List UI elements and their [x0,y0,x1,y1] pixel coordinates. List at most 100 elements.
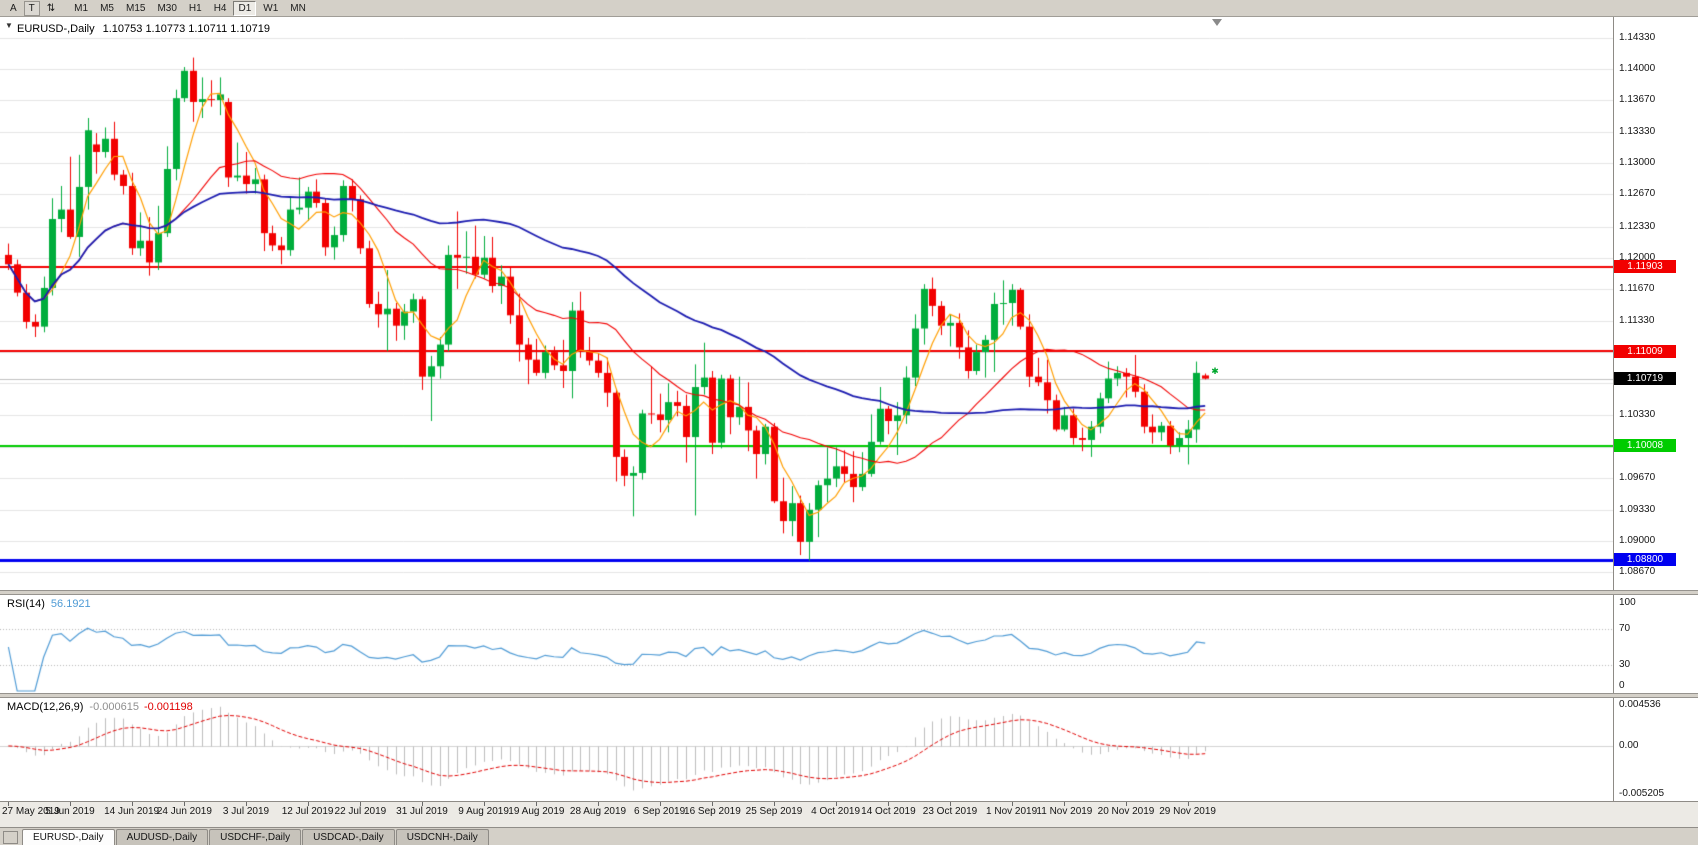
timeframe-button-h1[interactable]: H1 [188,2,202,14]
rsi-tick: 70 [1619,623,1631,635]
date-tick-mark [184,802,185,806]
rsi-tick: 0 [1619,680,1625,691]
date-tick-label: 9 Aug 2019 [458,806,509,817]
chart-symbol-label: EURUSD-,Daily [17,23,95,35]
macd-name: MACD(12,26,9) [7,701,84,713]
date-tick-mark [1064,802,1065,806]
date-tick-label: 4 Oct 2019 [811,806,861,817]
date-tick-mark [774,802,775,806]
toolbar-button-a[interactable]: A [10,2,17,14]
price-tick: 1.11330 [1619,314,1655,326]
price-scale[interactable] [1613,17,1698,801]
date-tick-label: 23 Oct 2019 [922,806,978,817]
rsi-tick: 30 [1619,658,1631,670]
macd-tick: -0.005205 [1619,788,1665,800]
price-tick: 1.08670 [1619,566,1656,578]
price-tick: 1.13000 [1619,157,1656,169]
date-tick-label: 22 Jul 2019 [334,806,387,817]
timeframe-button-w1[interactable]: W1 [263,2,279,14]
price-tick: 1.13330 [1619,126,1656,138]
panel-splitter-rsi[interactable] [0,590,1698,595]
price-tick: 1.09330 [1619,503,1656,515]
timeframe-button-m30[interactable]: M30 [157,2,177,14]
date-tick-mark [660,802,661,806]
date-tick-label: 6 Sep 2019 [634,806,686,817]
level-price-box-2: 1.11009 [1614,344,1676,358]
time-axis[interactable] [0,801,1698,827]
bid-price-box: 1.10719 [1614,372,1676,386]
date-tick-mark [70,802,71,806]
macd-indicator-label: MACD(12,26,9) -0.000615 -0.001198 [7,701,193,713]
date-tick-label: 3 Jul 2019 [222,806,270,817]
toolbar-separator [62,8,69,9]
date-tick-mark [950,802,951,806]
date-tick-label: 27 May 2019 [2,806,60,817]
date-tick-mark [422,802,423,806]
symbol-tab-usdchf[interactable]: USDCHF-,Daily [209,829,302,845]
symbol-tab-usdcad[interactable]: USDCAD-,Daily [302,829,395,845]
macd-tick: 0.00 [1619,739,1639,751]
timeframe-button-mn[interactable]: MN [290,2,306,14]
symbol-tab-eurusd[interactable]: EURUSD-,Daily [22,829,115,845]
rsi-indicator-label: RSI(14) 56.1921 [7,598,91,610]
date-tick-mark [1188,802,1189,806]
symbol-tab-usdcnh[interactable]: USDCNH-,Daily [395,829,489,845]
one-click-trading-icon[interactable]: ▼ [5,21,13,30]
date-tick-mark [132,802,133,806]
price-tick: 1.13670 [1619,94,1656,106]
date-tick-mark [360,802,361,806]
toolbar-button-t[interactable]: T [23,0,40,16]
symbol-tab-audusd[interactable]: AUDUSD-,Daily [115,829,209,845]
timeframe-button-m5[interactable]: M5 [100,2,114,14]
arrows-tool-icon[interactable]: ⇅ [46,2,56,14]
price-tick: 1.14000 [1619,62,1656,74]
date-tick-mark [888,802,889,806]
price-tick: 1.14330 [1619,31,1656,43]
price-tick: 1.10330 [1619,409,1656,421]
date-tick-mark [8,802,9,806]
timeframe-button-m15[interactable]: M15 [125,2,146,14]
level-price-box-1: 1.11903 [1614,260,1676,274]
date-tick-label: 28 Aug 2019 [569,806,627,817]
date-tick-mark [1012,802,1013,806]
timeframe-button-m1[interactable]: M1 [74,2,89,14]
timeframe-button-d1[interactable]: D1 [233,0,257,16]
date-tick-label: 25 Sep 2019 [745,806,803,817]
level-price-box-4: 1.08800 [1614,553,1676,567]
price-tick: 1.12000 [1619,251,1656,263]
rsi-tick: 100 [1619,597,1636,608]
price-tick: 1.12670 [1619,188,1656,200]
date-tick-label: 20 Nov 2019 [1097,806,1155,817]
order-marker-icon: ✱ [1211,365,1219,376]
macd-signal-value: -0.001198 [143,701,193,713]
date-tick-label: 19 Aug 2019 [508,806,565,817]
panel-splitter-macd[interactable] [0,693,1698,698]
date-tick-label: 29 Nov 2019 [1159,806,1216,817]
rsi-value: 56.1921 [50,598,91,610]
level-price-box-3: 1.10008 [1614,439,1676,453]
chart-shift-marker[interactable] [1212,19,1222,26]
price-tick: 1.12330 [1619,220,1656,232]
date-tick-label: 5 Jun 2019 [45,806,95,817]
macd-tick: 0.004536 [1619,699,1661,710]
chart-title: EURUSD-,Daily 1.10753 1.10773 1.10711 1.1… [17,23,270,35]
toolbar: A T ⇅ M1 M5 M15 M30 H1 H4 D1 W1 MN [0,0,1698,17]
date-tick-label: 14 Oct 2019 [861,806,916,817]
price-tick: 1.09000 [1619,534,1656,546]
date-tick-mark [536,802,537,806]
date-tick-label: 1 Nov 2019 [986,806,1038,817]
date-tick-label: 31 Jul 2019 [396,806,448,817]
price-tick: 1.09670 [1619,471,1656,483]
date-tick-label: 24 Jun 2019 [156,806,212,817]
timeframe-button-h4[interactable]: H4 [213,2,227,14]
date-tick-label: 11 Nov 2019 [1036,806,1093,817]
date-tick-mark [598,802,599,806]
rsi-name: RSI(14) [7,598,45,610]
tab-scroll-button[interactable] [3,831,18,844]
chart-ohlc-values: 1.10753 1.10773 1.10711 1.10719 [102,23,271,35]
symbol-tabbar: EURUSD-,Daily AUDUSD-,Daily USDCHF-,Daily U… [0,827,1698,845]
date-tick-label: 14 Jun 2019 [104,806,160,817]
date-tick-mark [712,802,713,806]
